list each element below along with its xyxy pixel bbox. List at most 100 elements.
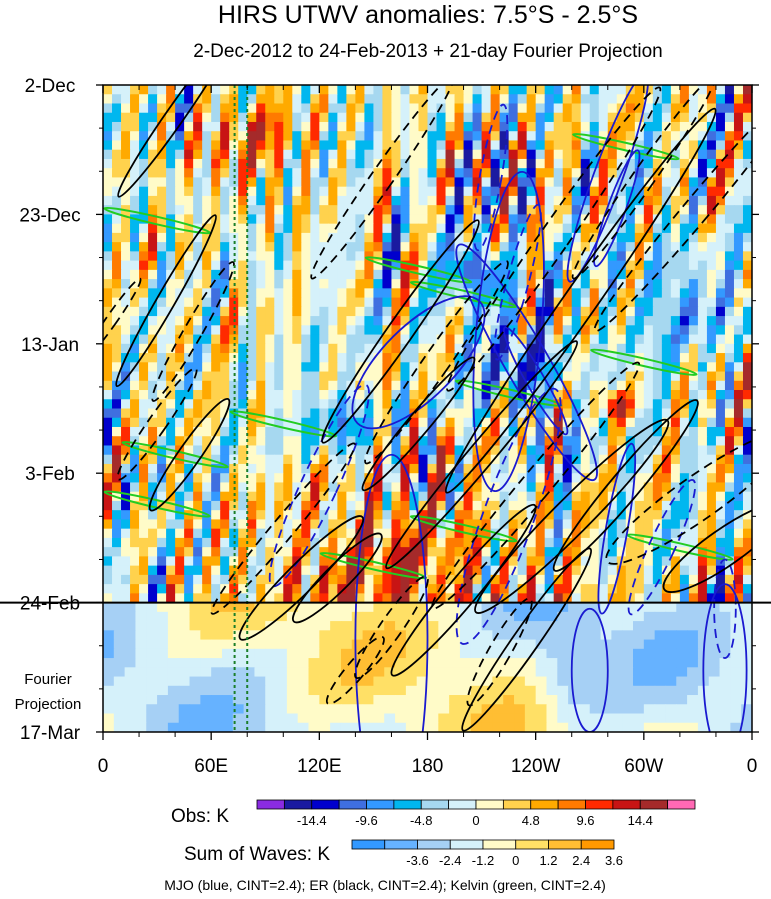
- obs-cell: [580, 491, 591, 502]
- obs-cell: [589, 436, 600, 447]
- obs-cell: [571, 408, 582, 419]
- obs-cell: [148, 399, 158, 410]
- obs-cell: [571, 232, 582, 243]
- obs-cell: [661, 417, 672, 428]
- projection-cell: [113, 722, 126, 732]
- obs-cell: [490, 362, 501, 373]
- obs-cell: [688, 454, 699, 465]
- obs-cell: [535, 584, 546, 594]
- obs-cell: [418, 417, 429, 428]
- obs-cell: [517, 177, 528, 188]
- obs-cell: [499, 473, 510, 484]
- obs-cell: [256, 316, 266, 326]
- obs-cell: [661, 316, 672, 326]
- obs-cell: [256, 390, 266, 400]
- obs-cell: [634, 593, 645, 604]
- obs-cell: [202, 140, 212, 151]
- projection-cell: [568, 685, 580, 696]
- obs-cell: [355, 316, 366, 326]
- obs-cell: [724, 85, 735, 95]
- obs-cell: [454, 306, 465, 317]
- obs-cell: [166, 473, 176, 484]
- projection-cell: [135, 704, 147, 715]
- obs-cell: [706, 186, 717, 197]
- obs-cell: [742, 491, 752, 502]
- obs-cell: [499, 251, 510, 262]
- obs-cell: [310, 353, 320, 363]
- obs-cell: [553, 380, 564, 391]
- obs-cell: [535, 362, 546, 373]
- projection-cell: [719, 722, 731, 732]
- obs-cell: [166, 288, 176, 299]
- obs-cell: [742, 353, 752, 363]
- projection-cell: [351, 611, 364, 622]
- obs-cell: [355, 334, 366, 345]
- obs-cell: [688, 334, 699, 345]
- obs-cell: [202, 445, 212, 456]
- obs-cell: [184, 547, 194, 557]
- obs-cell: [616, 426, 627, 437]
- obs-cell: [508, 288, 519, 299]
- obs-cell: [373, 408, 384, 419]
- obs-cell: [580, 269, 591, 280]
- obs-cell: [715, 556, 726, 567]
- obs-cell: [256, 500, 266, 511]
- obs-cell: [382, 371, 393, 382]
- projection-cell: [276, 602, 288, 613]
- obs-cell: [724, 473, 735, 484]
- projection-cell: [481, 648, 493, 659]
- obs-cell: [607, 205, 618, 215]
- obs-cell: [193, 168, 203, 179]
- projection-cell: [286, 676, 299, 687]
- obs-cell: [562, 158, 573, 169]
- obs-cell: [346, 149, 356, 160]
- obs-cell: [130, 279, 140, 289]
- obs-cell: [661, 223, 672, 234]
- obs-cell: [184, 269, 194, 280]
- obs-cell: [634, 445, 645, 456]
- obs-cell: [679, 149, 690, 160]
- obs-cell: [391, 399, 402, 410]
- obs-cell: [697, 454, 708, 465]
- obs-cell: [121, 584, 131, 594]
- obs-cell: [238, 205, 248, 215]
- obs-cell: [742, 168, 752, 179]
- obs-cell: [517, 565, 528, 576]
- obs-cell: [301, 565, 311, 576]
- obs-cell: [103, 288, 113, 299]
- obs-cell: [463, 260, 474, 271]
- obs-cell: [517, 140, 528, 151]
- obs-cell: [265, 306, 275, 317]
- projection-cell: [189, 630, 201, 641]
- obs-cell: [418, 482, 429, 493]
- obs-cell: [148, 279, 158, 289]
- obs-cell: [697, 436, 708, 447]
- projection-cell: [362, 695, 375, 705]
- obs-cell: [634, 269, 645, 280]
- projection-cell: [514, 648, 526, 659]
- obs-cell: [454, 482, 465, 493]
- obs-cell: [544, 528, 555, 539]
- projection-cell: [405, 722, 418, 732]
- obs-cell: [580, 463, 591, 474]
- projection-cell: [395, 676, 407, 687]
- obs-cell: [274, 251, 284, 262]
- obs-cell: [562, 399, 573, 410]
- obs-cell: [247, 94, 257, 105]
- obs-cell: [463, 408, 474, 419]
- projection-cell: [178, 621, 191, 631]
- obs-cell: [121, 426, 131, 437]
- obs-cell: [445, 500, 456, 511]
- obs-cell: [274, 436, 284, 447]
- projection-cell: [395, 667, 407, 678]
- obs-cell: [715, 445, 726, 456]
- obs-cell: [193, 482, 203, 493]
- obs-cell: [679, 408, 690, 419]
- projection-cell: [708, 667, 721, 678]
- obs-cell: [175, 316, 185, 326]
- projection-cell: [676, 713, 688, 724]
- projection-cell: [643, 602, 656, 613]
- obs-cell: [625, 177, 636, 188]
- obs-cell: [517, 279, 528, 289]
- obs-cell: [670, 584, 681, 594]
